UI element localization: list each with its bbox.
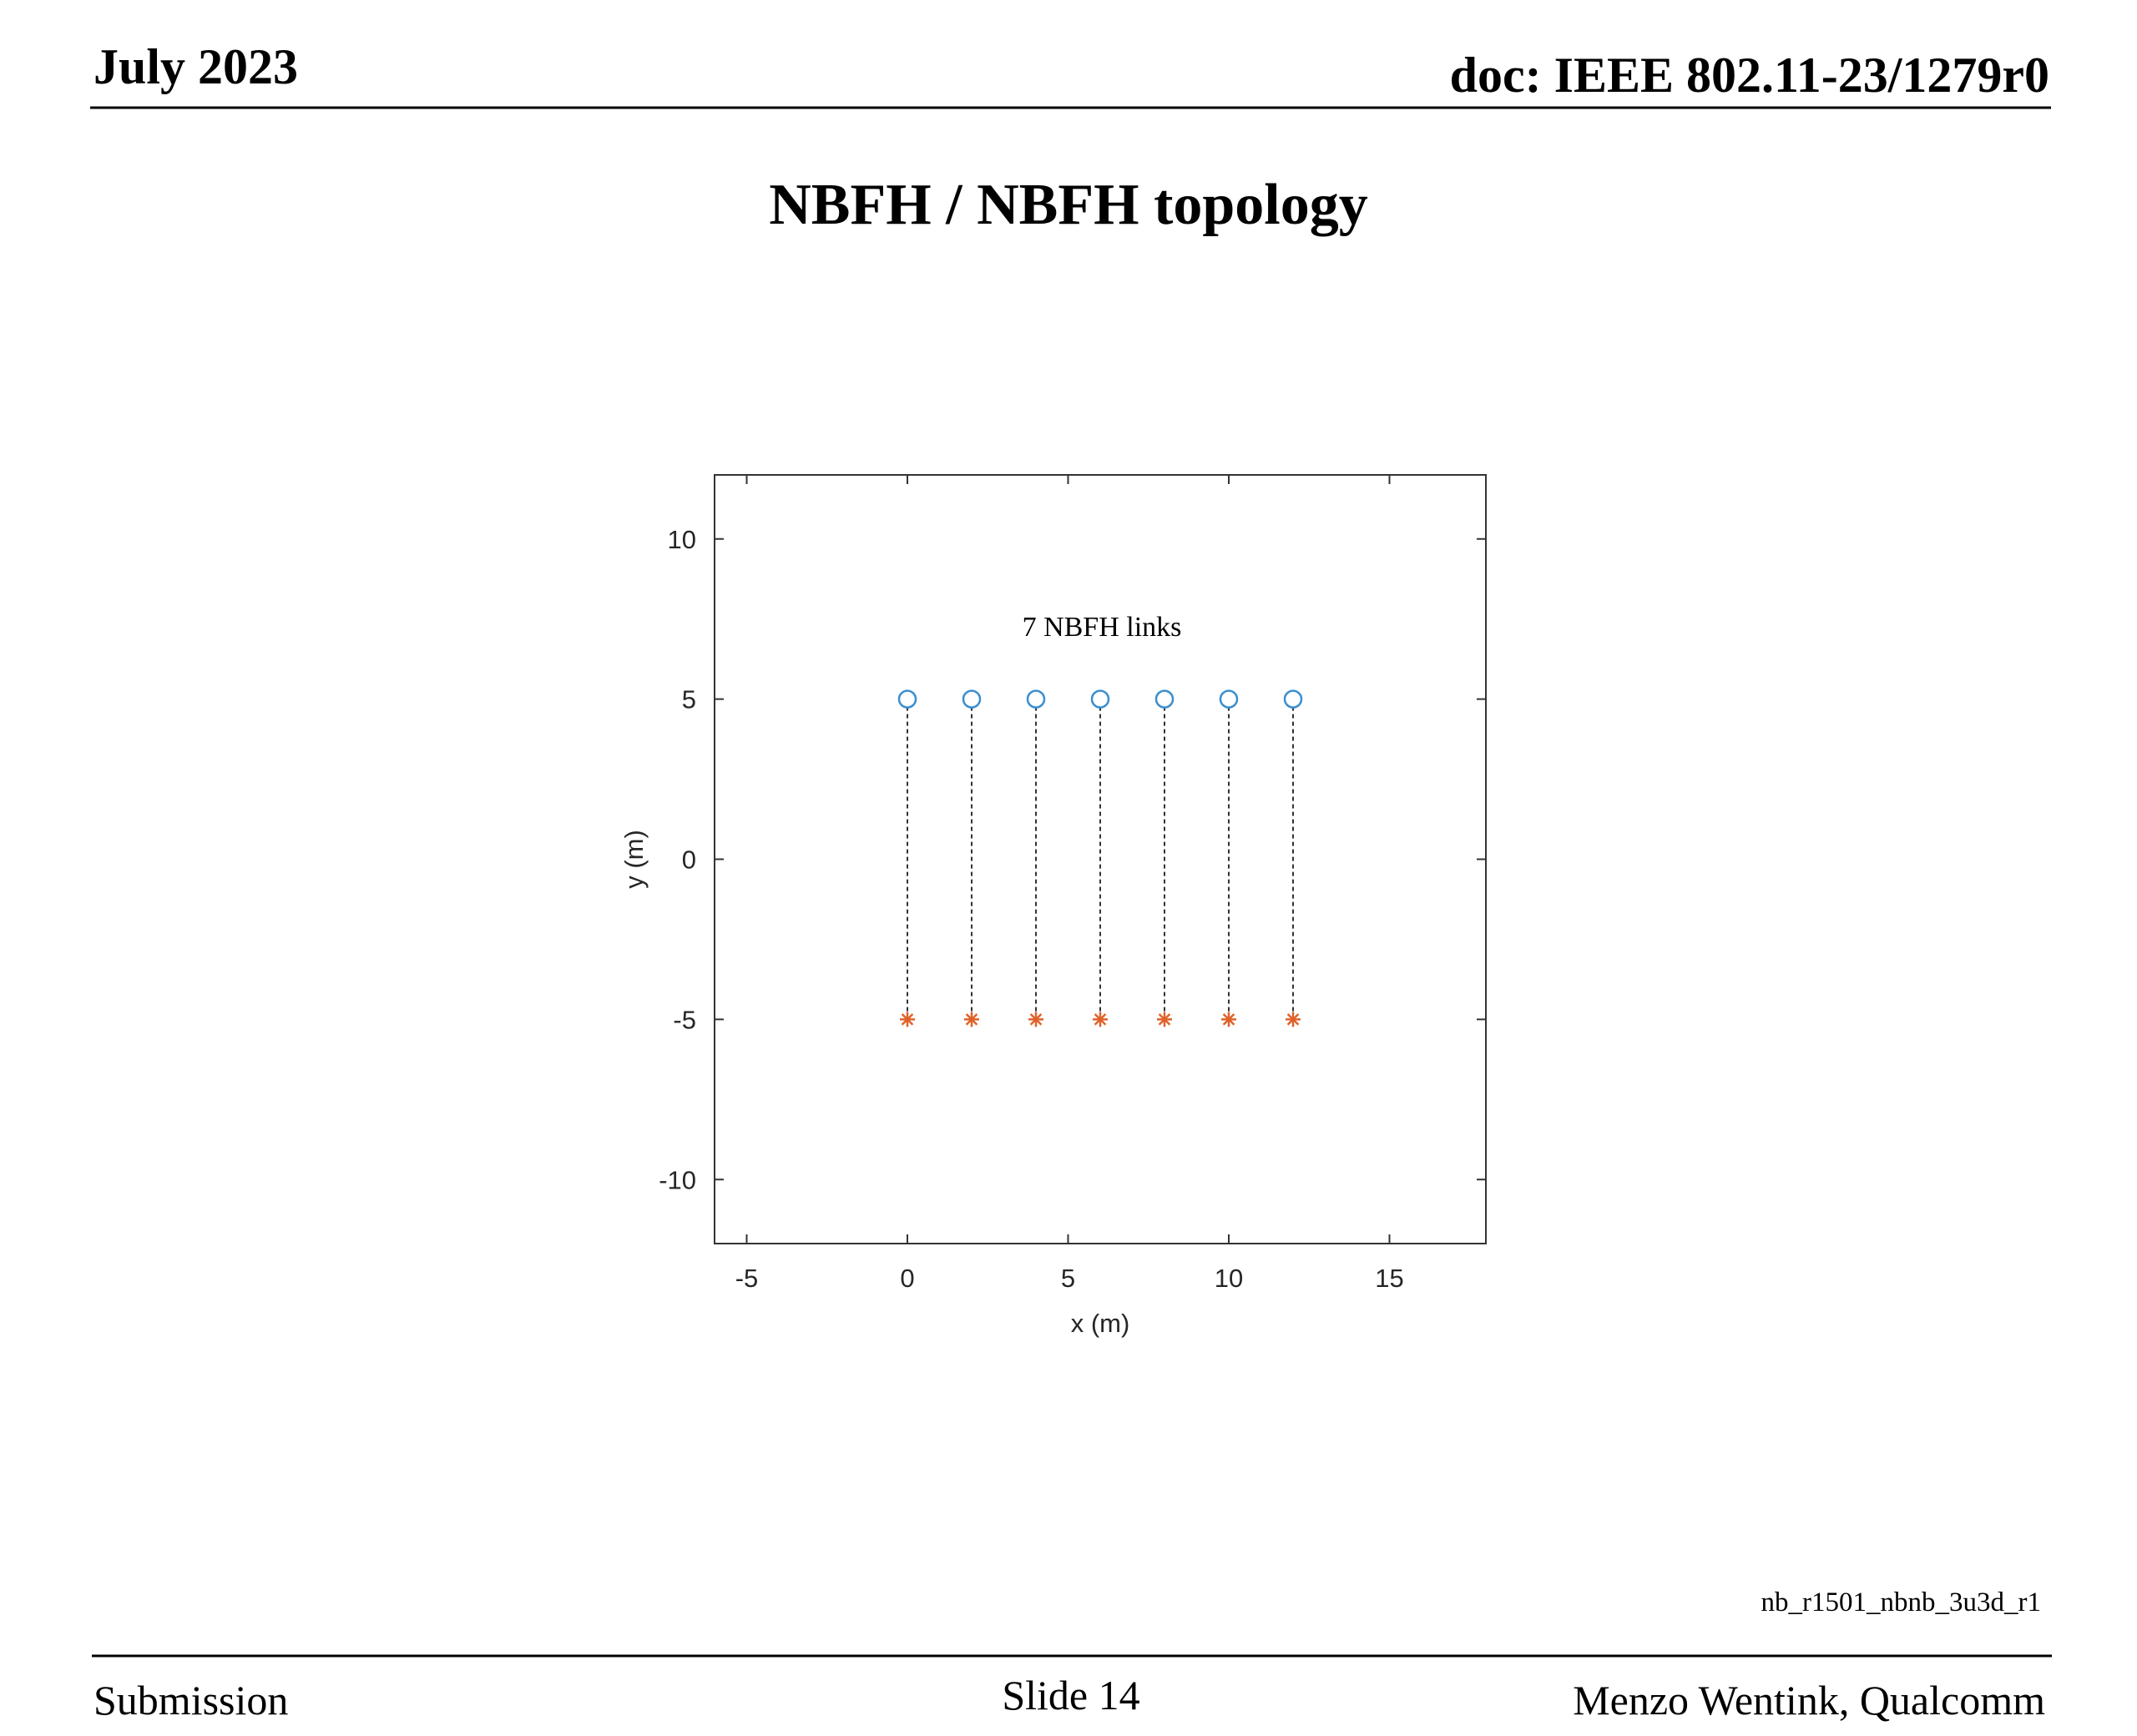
marker-circle <box>1219 689 1239 709</box>
marker-circle <box>962 689 982 709</box>
x-tick-label: 15 <box>1375 1264 1403 1293</box>
marker-asterisk <box>1221 1012 1236 1027</box>
footer-center: Slide 14 <box>1002 1672 1139 1718</box>
header-date: July 2023 <box>93 39 298 94</box>
y-tick-label: 10 <box>668 525 696 554</box>
x-tick-label: -5 <box>735 1264 759 1293</box>
y-tick-label: 0 <box>682 845 696 875</box>
marker-circle <box>1090 689 1110 709</box>
marker-asterisk <box>964 1012 979 1027</box>
marker-circle <box>1026 689 1046 709</box>
marker-circle <box>1283 689 1303 709</box>
y-axis-label: y (m) <box>619 830 649 889</box>
marker-asterisk <box>1286 1012 1301 1027</box>
marker-asterisk <box>1093 1012 1108 1027</box>
y-tick-label: 5 <box>682 685 696 714</box>
marker-asterisk <box>900 1012 915 1027</box>
slide-title: NBFH / NBFH topology <box>769 173 1368 237</box>
marker-circle <box>1154 689 1175 709</box>
marker-circle <box>897 689 917 709</box>
x-tick-label: 10 <box>1215 1264 1243 1293</box>
x-axis-label: x (m) <box>1071 1309 1130 1338</box>
header-doc: doc: IEEE 802.11-23/1279r0 <box>1450 48 2049 103</box>
x-tick-label: 5 <box>1061 1264 1075 1293</box>
annotation: 7 NBFH links <box>1023 612 1182 643</box>
footer-right: Menzo Wentink, Qualcomm <box>1573 1677 2045 1723</box>
y-tick-label: -10 <box>659 1165 696 1194</box>
plot: -5 0 5 10 15 -10 -5 0 5 10 x (m) y (m) 7 NBFH links <box>619 474 1487 1338</box>
x-tick-label: 0 <box>900 1264 914 1293</box>
figure-id: nb_r1501_nbnb_3u3d_r1 <box>1761 1587 2041 1617</box>
marker-asterisk <box>1157 1012 1172 1027</box>
marker-asterisk <box>1028 1012 1043 1027</box>
footer-left: Submission <box>93 1677 288 1723</box>
y-tick-label: -5 <box>673 1005 696 1034</box>
